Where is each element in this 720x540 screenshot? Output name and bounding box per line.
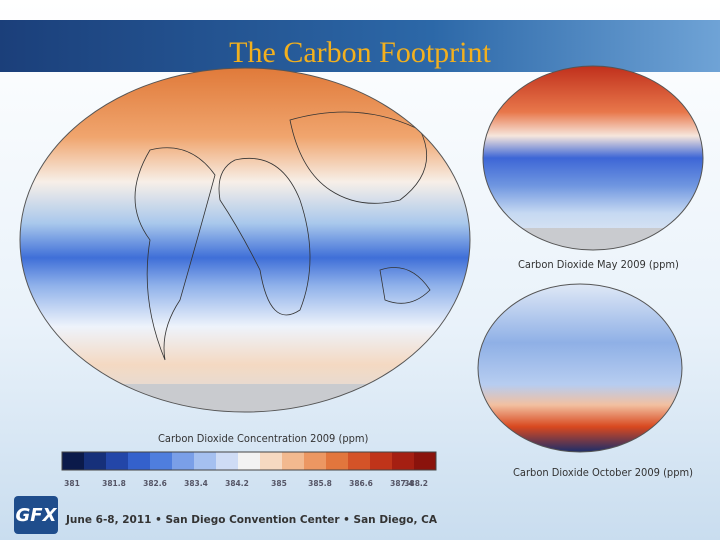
colorbar-swatch [348,452,371,470]
colorbar-swatch [84,452,107,470]
colorbar-label: 382.6 [143,479,167,488]
colorbar-label: 385 [271,479,287,488]
colorbar-swatch [370,452,393,470]
may-map-outline [482,65,704,251]
colorbar-label: 386.6 [349,479,373,488]
colorbar-label: 383.4 [184,479,208,488]
colorbar-frame [61,451,437,471]
logo-badge [14,496,58,534]
october-map-caption: Carbon Dioxide October 2009 (ppm) [513,466,693,479]
title-bar [0,20,720,72]
colorbar-swatch [326,452,349,470]
colorbar-label: 385.8 [308,479,332,488]
colorbar-swatch [216,452,239,470]
colorbar-label: 381.8 [102,479,126,488]
colorbar-swatch [304,452,327,470]
colorbar-swatch [106,452,129,470]
footer-event: June 6-8, 2011 • San Diego Convention Ce… [65,514,438,526]
colorbar [61,451,437,471]
may-map-caption: Carbon Dioxide May 2009 (ppm) [518,258,679,271]
slide-title: The Carbon Footprint [229,36,491,69]
colorbar-swatch [128,452,151,470]
colorbar-swatch [62,452,85,470]
october-map [478,284,682,452]
colorbar-labels: 381 381.8 382.6 383.4 384.2 385 385.8 38… [64,479,428,488]
colorbar-swatch [392,452,415,470]
colorbar-swatch [260,452,283,470]
colorbar-label: 384.2 [225,479,249,488]
colorbar-swatch [172,452,195,470]
main-map-caption: Carbon Dioxide Concentration 2009 (ppm) [158,432,369,445]
colorbar-swatch [414,452,437,470]
october-map-outline [477,283,683,453]
colorbar-label: 387.4 [390,479,414,488]
colorbar-label: 388.2 [404,479,428,488]
main-map-outline [19,67,471,413]
colorbar-swatch [238,452,261,470]
colorbar-label: 381 [64,479,80,488]
colorbar-swatch [282,452,305,470]
colorbar-swatch [150,452,173,470]
colorbar-swatch [194,452,217,470]
logo: GFX [16,505,58,526]
